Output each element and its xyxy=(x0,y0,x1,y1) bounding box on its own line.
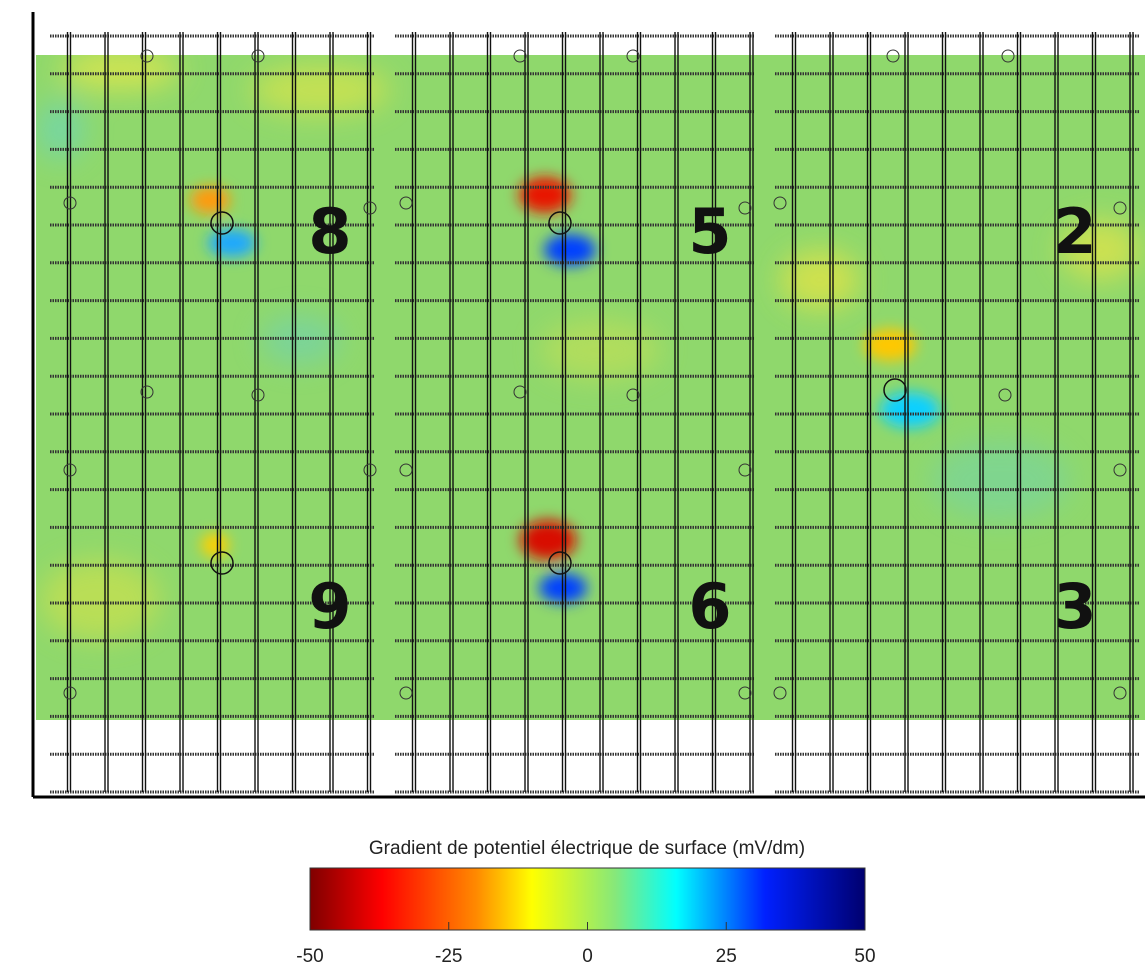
marker xyxy=(399,196,413,210)
marker xyxy=(773,196,787,210)
marker xyxy=(626,388,640,402)
marker xyxy=(513,385,527,399)
zone-label: 9 xyxy=(308,570,351,643)
marker xyxy=(363,201,377,215)
colorbar-tick-label: 0 xyxy=(582,946,593,967)
zone-labels: 8 5 2 9 6 3 xyxy=(308,195,1096,643)
marker xyxy=(140,385,154,399)
electrode xyxy=(548,551,572,575)
marker xyxy=(1113,201,1127,215)
marker xyxy=(399,686,413,700)
zone-label: 2 xyxy=(1053,195,1096,268)
marker xyxy=(399,463,413,477)
marker xyxy=(251,388,265,402)
colorbar-title: Gradient de potentiel électrique de surf… xyxy=(369,838,805,859)
marker xyxy=(63,196,77,210)
marker xyxy=(513,49,527,63)
zone-label: 5 xyxy=(688,195,731,268)
colorbar xyxy=(309,867,866,931)
colorbar-tick-label: 25 xyxy=(716,946,737,967)
marker xyxy=(738,686,752,700)
colorbar-tick-label: -25 xyxy=(435,946,462,967)
electrode xyxy=(210,551,234,575)
survey-grid xyxy=(50,32,1140,794)
marker xyxy=(626,49,640,63)
zone-label: 3 xyxy=(1053,570,1096,643)
electrode xyxy=(883,378,907,402)
electrode xyxy=(548,211,572,235)
marker xyxy=(886,49,900,63)
colorbar-tick-label: 50 xyxy=(854,946,875,967)
electrode xyxy=(210,211,234,235)
zone-label: 8 xyxy=(308,195,351,268)
marker xyxy=(63,463,77,477)
marker xyxy=(738,201,752,215)
marker xyxy=(140,49,154,63)
marker xyxy=(738,463,752,477)
marker xyxy=(363,463,377,477)
marker xyxy=(1113,463,1127,477)
zone-label: 6 xyxy=(688,570,731,643)
marker xyxy=(251,49,265,63)
marker xyxy=(998,388,1012,402)
colorbar-ticks: -50 -25 0 25 50 xyxy=(296,922,876,967)
marker xyxy=(1001,49,1015,63)
marker xyxy=(63,686,77,700)
marker xyxy=(1113,686,1127,700)
marker xyxy=(773,686,787,700)
colorbar-tick-label: -50 xyxy=(296,946,323,967)
